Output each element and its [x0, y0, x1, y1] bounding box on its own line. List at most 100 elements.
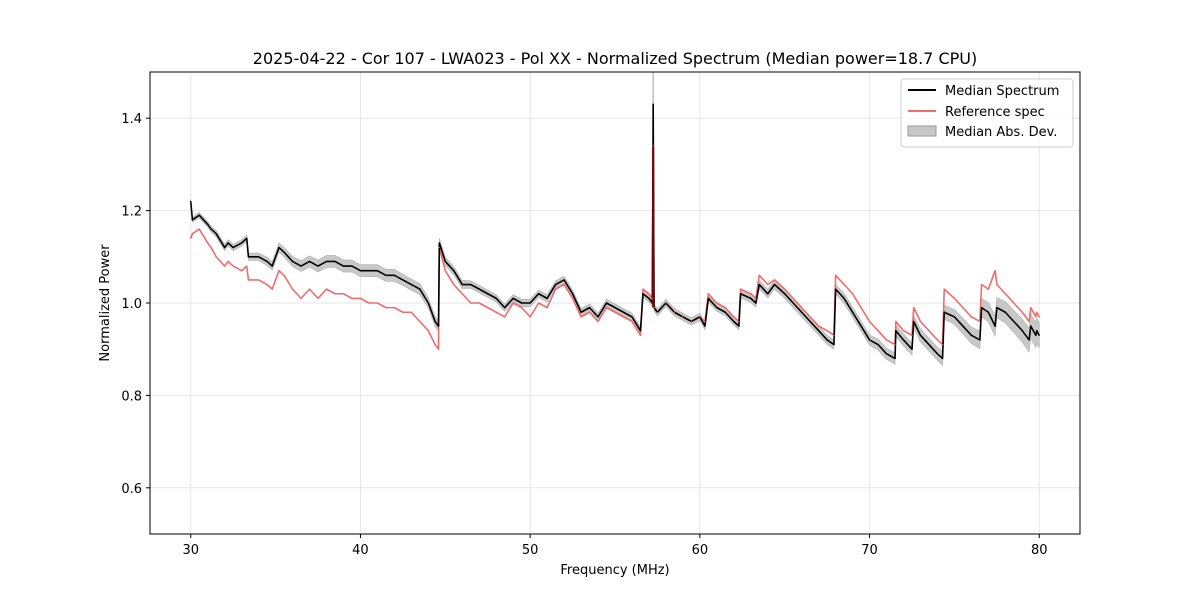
reference-point — [801, 307, 803, 309]
median-point — [1028, 339, 1030, 341]
median-point — [996, 307, 998, 309]
reference-point — [258, 279, 260, 281]
reference-point — [191, 233, 194, 235]
reference-point — [207, 242, 209, 244]
median-point — [987, 311, 989, 313]
mad-band — [190, 72, 1040, 367]
median-point — [334, 260, 336, 263]
median-point — [521, 302, 523, 304]
median-point — [767, 293, 769, 295]
reference-point — [738, 320, 740, 323]
median-point — [724, 311, 726, 313]
reference-point — [885, 339, 888, 341]
x-tick-label: 60 — [692, 543, 709, 558]
median-point — [936, 353, 939, 355]
reference-point — [419, 320, 421, 323]
median-point — [953, 316, 956, 318]
reference-point — [818, 325, 820, 327]
median-point — [487, 293, 489, 295]
median-line — [189, 103, 1040, 360]
median-point — [1021, 330, 1023, 332]
median-point — [851, 311, 854, 313]
reference-point — [227, 260, 229, 263]
x-tick-label: 70 — [861, 543, 878, 558]
median-point — [241, 242, 243, 244]
median-point — [707, 297, 709, 299]
reference-point — [953, 297, 956, 299]
plot-area — [189, 72, 1040, 367]
median-point — [470, 283, 472, 286]
reference-point — [1028, 320, 1030, 323]
median-point — [801, 311, 803, 313]
median-point — [351, 265, 353, 267]
reference-point — [588, 311, 591, 313]
median-point — [739, 293, 742, 295]
median-point — [271, 265, 273, 267]
median-point — [571, 293, 574, 295]
y-tick-label: 0.6 — [121, 482, 142, 497]
reference-point — [843, 283, 845, 286]
reference-point — [410, 311, 412, 313]
median-point — [962, 325, 964, 327]
reference-point — [809, 316, 811, 318]
plot-series — [189, 72, 1040, 367]
median-point — [994, 325, 996, 327]
x-tick-label: 40 — [352, 543, 369, 558]
median-point — [622, 311, 625, 313]
reference-point — [614, 311, 616, 313]
reference-point — [894, 343, 896, 346]
reference-point — [1030, 307, 1032, 309]
median-point — [755, 302, 757, 304]
reference-point — [936, 339, 939, 341]
reference-point — [651, 297, 653, 299]
reference-point — [911, 334, 913, 336]
median-point — [868, 339, 871, 341]
reference-point — [437, 348, 440, 350]
reference-point — [622, 316, 625, 318]
median-point — [651, 302, 653, 304]
reference-point — [895, 320, 897, 323]
reference-point — [470, 302, 472, 304]
reference-point — [580, 316, 582, 318]
median-point — [833, 343, 835, 346]
median-point — [1030, 325, 1032, 327]
median-point — [300, 265, 302, 267]
median-point — [979, 339, 981, 341]
median-point — [1038, 334, 1040, 336]
y-axis-label: Normalized Power — [98, 244, 113, 362]
median-point — [317, 265, 319, 267]
reference-point — [317, 297, 319, 299]
median-point — [359, 270, 362, 272]
reference-point — [682, 316, 684, 318]
median-point — [738, 325, 740, 327]
median-point — [198, 214, 200, 216]
median-point — [597, 316, 599, 318]
median-point — [247, 256, 250, 258]
reference-point — [1004, 293, 1006, 295]
median-point — [818, 330, 820, 332]
legend-median-label: Median Spectrum — [945, 84, 1059, 99]
reference-point — [773, 279, 776, 281]
reference-point — [246, 265, 248, 267]
median-point — [419, 288, 421, 290]
median-point — [1004, 311, 1006, 313]
reference-point — [835, 274, 837, 276]
reference-point — [427, 330, 429, 332]
median-point — [902, 339, 905, 341]
reference-point — [478, 302, 480, 304]
median-point — [546, 297, 548, 299]
reference-point — [224, 265, 226, 267]
reference-point — [962, 307, 964, 309]
reference-point — [393, 307, 395, 309]
median-point — [207, 223, 209, 226]
median-point — [190, 200, 192, 202]
reference-point — [716, 302, 718, 304]
median-point — [504, 307, 506, 309]
reference-point — [1035, 316, 1037, 318]
reference-point — [979, 320, 981, 323]
reference-point — [690, 320, 692, 323]
reference-point — [724, 307, 726, 309]
median-point — [1013, 320, 1015, 323]
median-point — [385, 274, 387, 276]
reference-point — [529, 316, 531, 318]
